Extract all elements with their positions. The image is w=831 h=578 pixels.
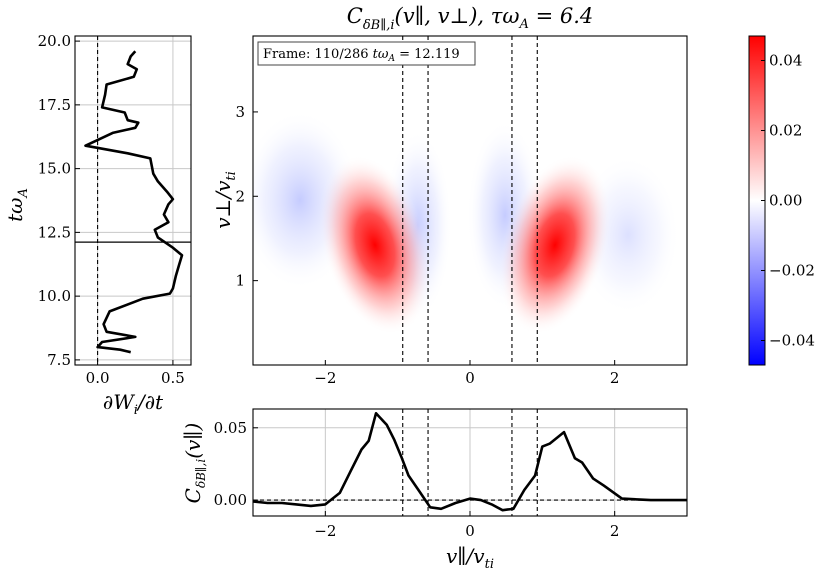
- colorbar-ticks: −0.04 −0.02 0.00 0.02 0.04: [761, 52, 815, 350]
- left-ylabel: tωA: [3, 188, 31, 222]
- reduced-correlation-panel: −2 0 2 0.00 0.05 CδB∥,i(v∥) v∥/vti: [181, 408, 688, 572]
- heatmap-xtick-label: 0: [465, 369, 475, 387]
- left-xtick-label: 0.0: [86, 369, 110, 387]
- heatmap-xtick-label: −2: [314, 369, 336, 387]
- bottom-xtick-label: −2: [314, 522, 336, 540]
- left-axes-frame: [74, 35, 192, 366]
- left-gridlines: [75, 36, 191, 365]
- heatmap-ytick-label: 1: [235, 272, 245, 290]
- bottom-xtick-label: 0: [465, 522, 475, 540]
- left-xtick-label: 0.5: [161, 369, 185, 387]
- colorbar-tick-label: 0.04: [769, 52, 802, 70]
- heatmap-ytick-label: 2: [235, 187, 245, 205]
- bottom-ytick-label: 0.05: [214, 419, 247, 437]
- energy-transfer-panel: 7.5 10.0 12.5 15.0 17.5 20.0 0.0 0.5 ∂Wi/∂t tωA: [3, 32, 192, 418]
- left-ytick-label: 15.0: [38, 160, 71, 178]
- colorbar-tick-label: 0.00: [769, 192, 802, 210]
- left-ytick-label: 12.5: [38, 223, 71, 241]
- heatmap-panel: −2 0 2 1 2 3 Frame: 110/286 tωA = 12.119 v⊥/v…: [211, 35, 688, 387]
- left-ytick-label: 20.0: [38, 32, 71, 50]
- bottom-ticks: −2 0 2 0.00 0.05: [214, 419, 620, 540]
- heatmap-vlines: [402, 36, 538, 365]
- frame-label-box: [257, 41, 476, 66]
- left-ticks: 7.5 10.0 12.5 15.0 17.5 20.0 0.0 0.5: [38, 32, 185, 387]
- heatmap-xtick-label: 2: [610, 369, 620, 387]
- bottom-ytick-label: 0.00: [214, 491, 247, 509]
- bottom-xtick-label: 2: [610, 522, 620, 540]
- colorbar: −0.04 −0.02 0.00 0.02 0.04: [748, 35, 815, 366]
- heatmap-ylabel: v⊥/vti: [211, 171, 239, 229]
- heatmap-ticks: −2 0 2 1 2 3: [235, 103, 619, 387]
- left-xlabel: ∂Wi/∂t: [103, 390, 164, 418]
- reduced-correlation-curve: [252, 412, 687, 512]
- chart-title: CδB∥,i(v∥, v⊥), τωA = 6.4: [347, 4, 594, 33]
- left-ytick-label: 10.0: [38, 287, 71, 305]
- colorbar-tick-label: −0.04: [769, 332, 815, 350]
- bottom-xlabel: v∥/vti: [446, 544, 494, 572]
- bottom-ylabel: CδB∥,i(v∥): [181, 423, 208, 504]
- left-ytick-label: 17.5: [38, 96, 71, 114]
- colorbar-tick-label: −0.02: [769, 262, 815, 280]
- heatmap-ytick-label: 3: [235, 103, 245, 121]
- bottom-vlines: [402, 409, 538, 516]
- left-ytick-label: 7.5: [47, 351, 71, 369]
- colorbar-tick-label: 0.02: [769, 122, 802, 140]
- energy-transfer-curve: [84, 50, 184, 354]
- frame-label: Frame: 110/286 tωA = 12.119: [263, 47, 460, 64]
- heat-pos-lobe-right: [498, 155, 612, 335]
